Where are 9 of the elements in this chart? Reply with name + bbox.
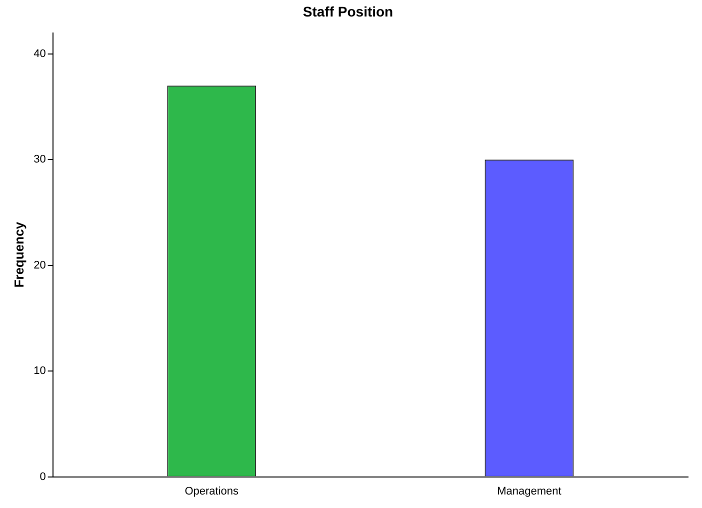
y-tick-label: 20 <box>34 259 46 272</box>
y-tick-label: 0 <box>40 470 46 483</box>
y-tick-label: 40 <box>34 48 46 60</box>
chart-title: Staff Position <box>302 3 394 20</box>
x-tick-label: Management <box>497 485 562 498</box>
y-tick-label: 30 <box>34 154 46 166</box>
x-tick-label: Operations <box>184 485 240 498</box>
y-tick-label: 10 <box>34 365 46 378</box>
y-axis-title: Frequency <box>11 221 26 288</box>
